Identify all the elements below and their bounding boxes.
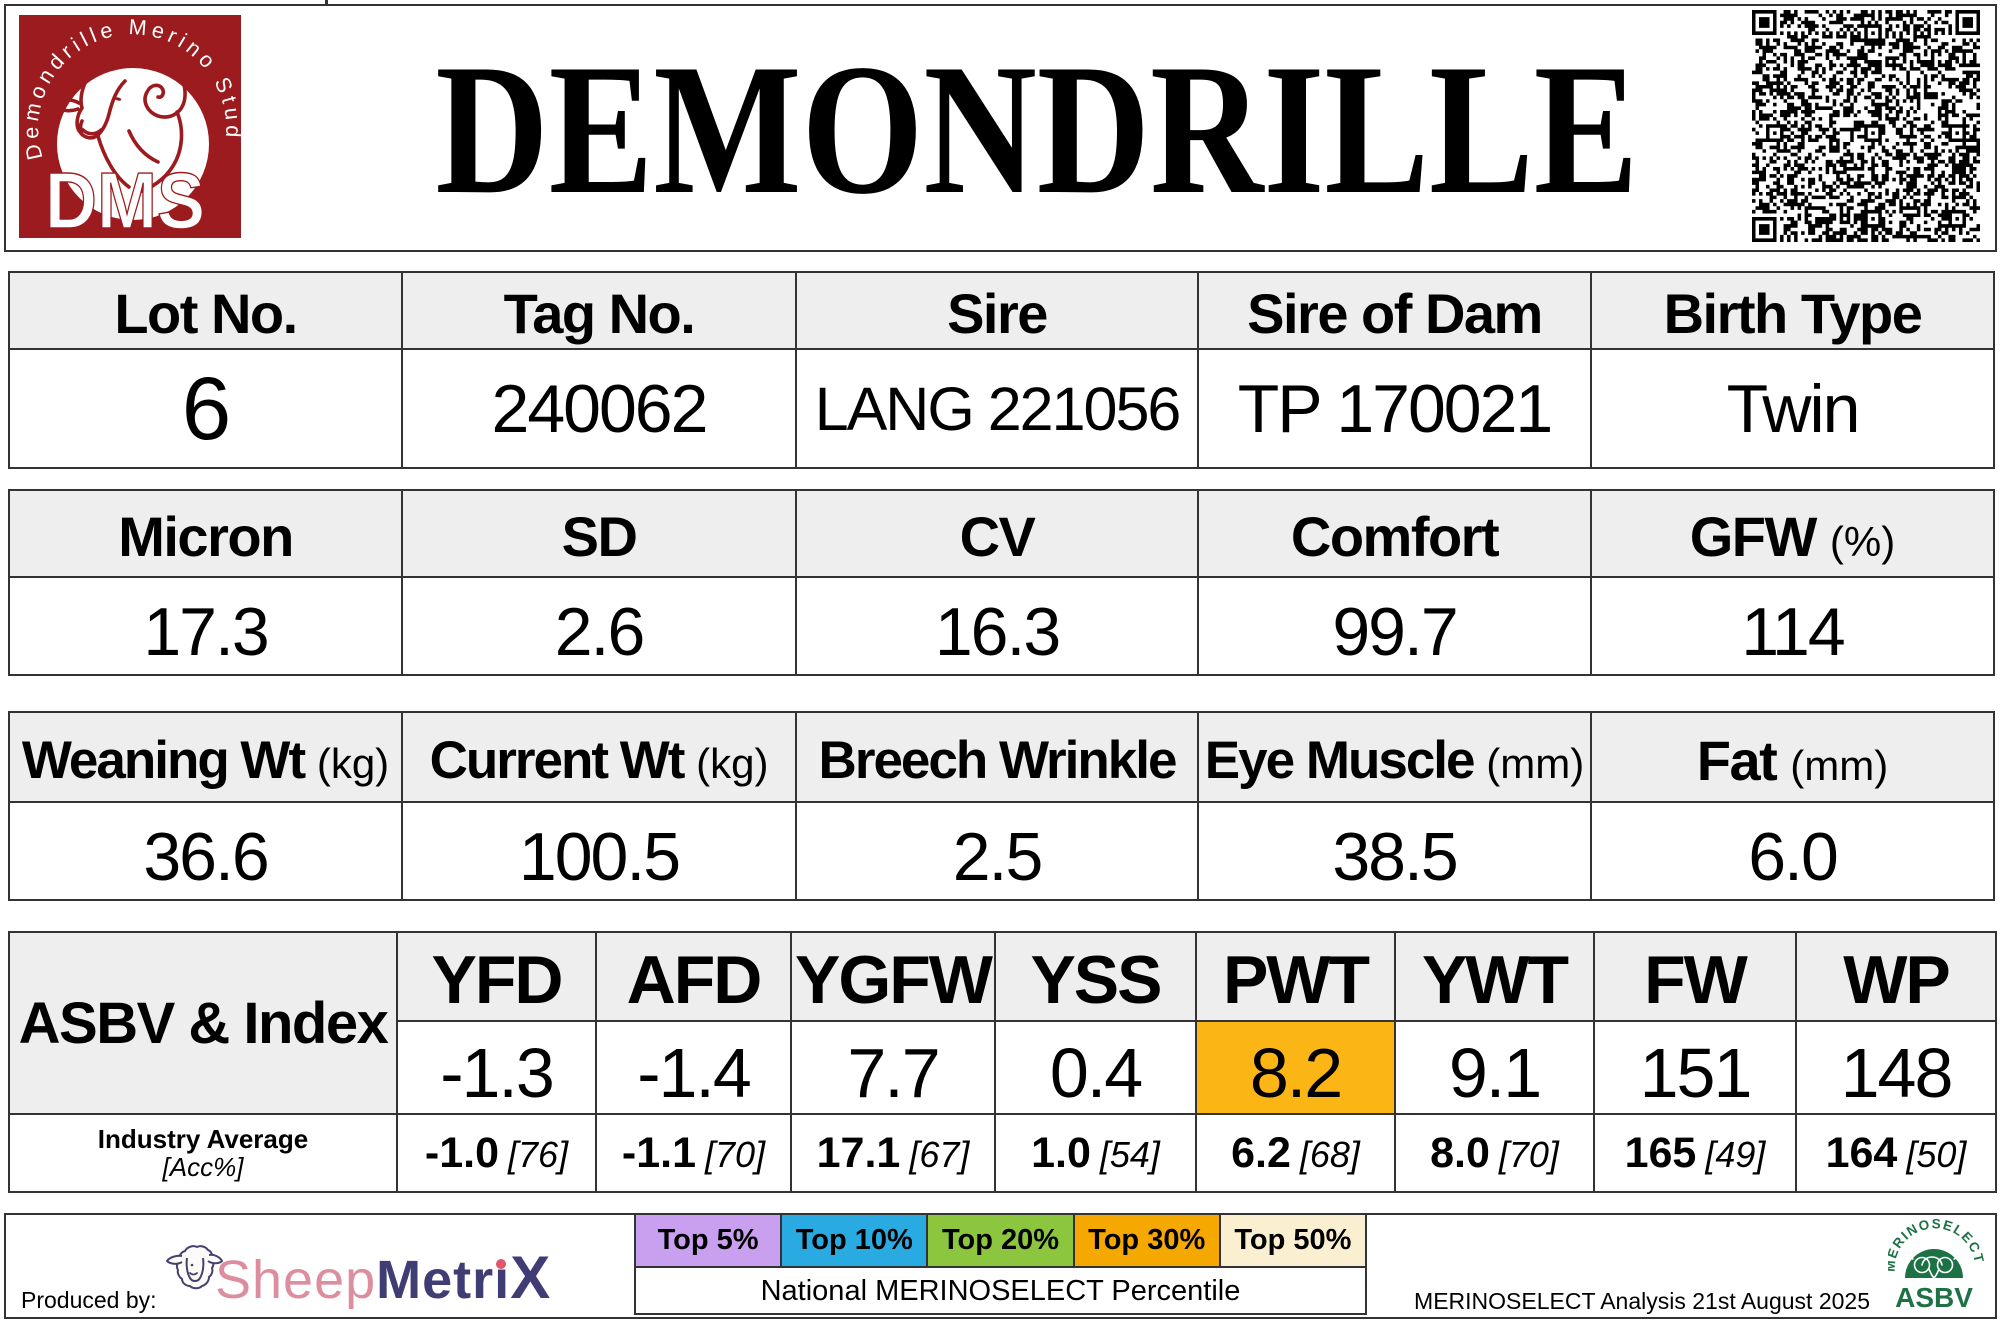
svg-text:ASBV: ASBV <box>1895 1282 1973 1310</box>
svg-text:DMS: DMS <box>45 156 205 238</box>
